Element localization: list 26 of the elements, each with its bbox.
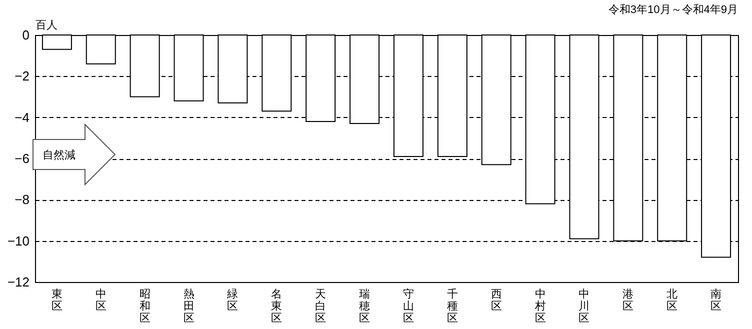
y-tick-label: −10	[7, 233, 30, 248]
y-tick-label: −6	[14, 151, 30, 166]
x-tick-label: 昭和区	[139, 288, 150, 324]
x-tick-label: 北区	[666, 288, 678, 312]
x-tick-label: 中区	[95, 288, 106, 312]
x-tick-label: 守山区	[402, 288, 414, 324]
y-tick-label: −2	[14, 68, 30, 84]
y-tick-label: 0	[22, 28, 30, 42]
y-axis-title: 百人	[36, 20, 58, 32]
x-tick-label: 名東区	[271, 288, 282, 324]
x-tick-label: 瑞穂区	[359, 288, 370, 324]
x-tick-label: 千種区	[446, 288, 458, 324]
y-tick-label: −12	[7, 274, 30, 290]
y-tick-label: −8	[14, 192, 30, 208]
chart-title: 令和3年10月～令和4年9月	[608, 3, 738, 16]
x-tick-label: 東区	[51, 288, 62, 312]
x-tick-label: 中川区	[578, 288, 590, 324]
y-tick-label: −4	[14, 110, 30, 125]
x-tick-label: 港区	[622, 288, 634, 312]
x-tick-label: 緑区	[226, 288, 238, 312]
x-tick-label: 天白区	[315, 288, 326, 324]
annotation: 自然減	[42, 148, 76, 162]
x-tick-label: 西区	[490, 288, 502, 312]
x-tick-label: 熱田区	[183, 288, 194, 324]
x-tick-label: 南区	[710, 288, 722, 312]
x-tick-label: 中村区	[534, 288, 546, 324]
